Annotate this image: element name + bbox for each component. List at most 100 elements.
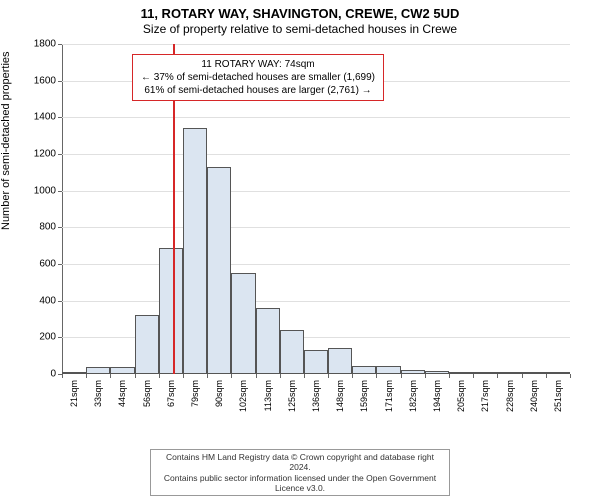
grid-line: [62, 44, 570, 45]
y-axis-label: Number of semi-detached properties: [0, 51, 12, 230]
x-tick-label: 240sqm: [529, 380, 539, 412]
grid-line: [62, 191, 570, 192]
histogram-bar: [425, 371, 449, 374]
x-tick-label: 217sqm: [480, 380, 490, 412]
y-tick-label: 1600: [34, 75, 56, 86]
x-tick-mark: [425, 374, 426, 378]
x-tick-mark: [522, 374, 523, 378]
y-tick-label: 800: [39, 222, 56, 233]
y-tick-mark: [58, 117, 62, 118]
annotation-line3: 61% of semi-detached houses are larger (…: [141, 84, 375, 97]
x-tick-label: 182sqm: [408, 380, 418, 412]
chart-title: 11, ROTARY WAY, SHAVINGTON, CREWE, CW2 5…: [0, 6, 600, 21]
x-tick-mark: [376, 374, 377, 378]
histogram-bar: [522, 372, 546, 374]
x-tick-label: 67sqm: [166, 380, 176, 407]
x-tick-label: 33sqm: [93, 380, 103, 407]
x-tick-label: 90sqm: [214, 380, 224, 407]
x-tick-label: 251sqm: [553, 380, 563, 412]
footer-line1: Contains HM Land Registry data © Crown c…: [157, 452, 443, 472]
grid-line: [62, 301, 570, 302]
y-tick-mark: [58, 81, 62, 82]
x-tick-mark: [207, 374, 208, 378]
plot-area: 02004006008001000120014001600180021sqm33…: [62, 44, 570, 374]
x-tick-mark: [135, 374, 136, 378]
histogram-bar: [376, 366, 400, 374]
footer-attribution: Contains HM Land Registry data © Crown c…: [150, 449, 450, 496]
y-tick-mark: [58, 227, 62, 228]
x-tick-label: 136sqm: [311, 380, 321, 412]
histogram-bar: [328, 348, 352, 374]
x-tick-mark: [183, 374, 184, 378]
x-tick-label: 21sqm: [69, 380, 79, 407]
y-tick-mark: [58, 301, 62, 302]
x-tick-label: 125sqm: [287, 380, 297, 412]
grid-line: [62, 117, 570, 118]
y-tick-label: 1000: [34, 185, 56, 196]
histogram-bar: [546, 372, 570, 374]
x-tick-mark: [401, 374, 402, 378]
grid-line: [62, 227, 570, 228]
y-tick-label: 0: [50, 369, 56, 380]
histogram-bar: [135, 315, 159, 374]
x-tick-mark: [62, 374, 63, 378]
y-tick-label: 400: [39, 295, 56, 306]
histogram-bar: [110, 367, 134, 374]
x-tick-label: 102sqm: [238, 380, 248, 412]
histogram-bar: [280, 330, 304, 374]
chart-subtitle: Size of property relative to semi-detach…: [0, 22, 600, 36]
x-tick-mark: [280, 374, 281, 378]
histogram-bar: [183, 128, 207, 374]
x-tick-label: 228sqm: [505, 380, 515, 412]
y-tick-mark: [58, 44, 62, 45]
y-axis-line: [62, 44, 63, 374]
histogram-bar: [304, 350, 328, 374]
x-tick-mark: [570, 374, 571, 378]
histogram-bar: [256, 308, 280, 374]
x-tick-label: 44sqm: [117, 380, 127, 407]
footer-line2: Contains public sector information licen…: [157, 473, 443, 493]
x-tick-mark: [497, 374, 498, 378]
histogram-bar: [231, 273, 255, 374]
x-tick-label: 79sqm: [190, 380, 200, 407]
histogram-bar: [207, 167, 231, 374]
x-tick-mark: [546, 374, 547, 378]
x-tick-label: 113sqm: [263, 380, 273, 411]
y-tick-label: 600: [39, 259, 56, 270]
annotation-line1: 11 ROTARY WAY: 74sqm: [141, 58, 375, 71]
x-tick-label: 205sqm: [456, 380, 466, 412]
histogram-bar: [159, 248, 183, 375]
x-tick-label: 194sqm: [432, 380, 442, 412]
histogram-bar: [473, 372, 497, 374]
y-tick-label: 200: [39, 332, 56, 343]
grid-line: [62, 154, 570, 155]
annotation-box: 11 ROTARY WAY: 74sqm← 37% of semi-detach…: [132, 54, 384, 101]
x-tick-mark: [110, 374, 111, 378]
x-tick-mark: [159, 374, 160, 378]
y-tick-label: 1400: [34, 112, 56, 123]
histogram-bar: [86, 367, 110, 374]
x-tick-label: 148sqm: [335, 380, 345, 412]
y-tick-label: 1800: [34, 39, 56, 50]
histogram-bar: [449, 372, 473, 374]
y-tick-label: 1200: [34, 149, 56, 160]
histogram-bar: [352, 366, 376, 374]
x-tick-label: 56sqm: [142, 380, 152, 407]
histogram-bar: [497, 372, 521, 374]
x-tick-mark: [352, 374, 353, 378]
y-tick-mark: [58, 264, 62, 265]
histogram-bar: [401, 370, 425, 374]
chart-container: 11, ROTARY WAY, SHAVINGTON, CREWE, CW2 5…: [0, 0, 600, 500]
x-tick-mark: [86, 374, 87, 378]
x-tick-mark: [304, 374, 305, 378]
x-tick-label: 171sqm: [384, 380, 394, 412]
grid-line: [62, 264, 570, 265]
x-tick-mark: [231, 374, 232, 378]
y-tick-mark: [58, 191, 62, 192]
y-tick-mark: [58, 154, 62, 155]
histogram-bar: [62, 372, 86, 374]
x-tick-mark: [473, 374, 474, 378]
annotation-line2: ← 37% of semi-detached houses are smalle…: [141, 71, 375, 84]
y-tick-mark: [58, 337, 62, 338]
x-tick-mark: [328, 374, 329, 378]
